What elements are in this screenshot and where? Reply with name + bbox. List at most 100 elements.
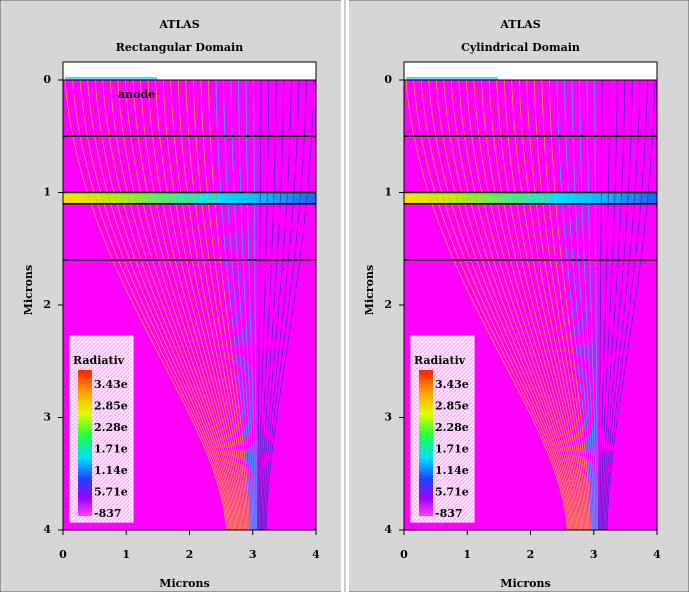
- x-axis-label: Microns: [159, 577, 209, 590]
- legend-label: 2.85e: [435, 400, 469, 413]
- contour-line: [496, 79, 583, 531]
- y-tick-label: 0: [43, 73, 51, 86]
- legend-label: 2.85e: [94, 400, 128, 413]
- contour-line: [72, 79, 229, 531]
- x-tick-label: 1: [122, 548, 130, 561]
- legend-label: 1.71e: [435, 443, 469, 456]
- legend-label: 1.14e: [94, 464, 128, 477]
- contour-line: [265, 79, 315, 531]
- contour-line: [600, 79, 618, 531]
- contour-line: [599, 79, 611, 531]
- contour-line: [132, 79, 238, 531]
- contour-line: [177, 79, 245, 531]
- contour-line: [606, 79, 656, 531]
- contour-line: [253, 79, 257, 531]
- contour-line: [518, 79, 586, 531]
- contour-line: [230, 79, 254, 531]
- x-axis-label: Microns: [500, 577, 550, 590]
- x-tick-label: 4: [653, 548, 661, 561]
- chart-title: ATLAS: [499, 18, 540, 31]
- annotation: anode: [118, 88, 155, 101]
- x-tick-label: 4: [312, 548, 320, 561]
- chart-title: ATLAS: [158, 18, 199, 31]
- y-tick-label: 1: [43, 186, 51, 199]
- contour-line: [264, 79, 307, 531]
- y-tick-label: 2: [384, 298, 392, 311]
- contour-line: [601, 79, 626, 531]
- contour-line: [102, 79, 233, 531]
- y-tick-label: 4: [384, 523, 392, 536]
- contour-line: [481, 79, 580, 531]
- contour-line: [603, 79, 633, 531]
- x-tick-label: 0: [400, 548, 408, 561]
- active-layer: [63, 192, 316, 204]
- y-tick-label: 3: [43, 411, 51, 424]
- contour-line: [541, 79, 590, 531]
- contour-line: [185, 79, 247, 531]
- contour-line: [428, 79, 572, 531]
- contour-line: [208, 79, 250, 531]
- y-axis-label: Microns: [22, 265, 35, 315]
- active-layer: [404, 192, 657, 204]
- legend-label: -837: [94, 507, 122, 520]
- contour-line: [420, 79, 571, 531]
- legend-label: 2.28e: [94, 421, 128, 434]
- contour-line: [245, 79, 256, 531]
- x-tick-label: 2: [186, 548, 194, 561]
- colorbar: [419, 370, 433, 516]
- contour-line: [162, 79, 243, 531]
- contour-line: [413, 79, 570, 531]
- legend-label: 1.71e: [94, 443, 128, 456]
- contour-line: [503, 79, 584, 531]
- chart-subtitle: Rectangular Domain: [116, 41, 243, 54]
- contour-line: [260, 79, 285, 531]
- contour-line: [443, 79, 574, 531]
- x-tick-label: 1: [463, 548, 471, 561]
- contour-line: [533, 79, 589, 531]
- contour-line: [147, 79, 241, 531]
- x-tick-label: 3: [249, 548, 257, 561]
- contour-line: [473, 79, 579, 531]
- legend-title: Radiativ: [73, 354, 125, 367]
- contour-line: [64, 79, 227, 531]
- y-tick-label: 3: [384, 411, 392, 424]
- legend-label: 5.71e: [94, 486, 128, 499]
- contour-line: [549, 79, 591, 531]
- y-tick-label: 2: [43, 298, 51, 311]
- legend-label: 1.14e: [435, 464, 469, 477]
- contour-line: [571, 79, 595, 531]
- contour-line: [257, 79, 262, 531]
- electrode: [406, 77, 498, 80]
- y-axis-label: Microns: [363, 265, 376, 315]
- y-tick-label: 4: [43, 523, 51, 536]
- electrode: [65, 77, 157, 80]
- legend-title: Radiativ: [414, 354, 466, 367]
- contour-line: [579, 79, 596, 531]
- legend-label: 5.71e: [435, 486, 469, 499]
- contour-line: [140, 79, 239, 531]
- x-tick-label: 2: [527, 548, 535, 561]
- contour-line: [94, 79, 232, 531]
- contour-line: [109, 79, 235, 531]
- contour-line: [604, 79, 641, 531]
- contour-line: [117, 79, 236, 531]
- chart-subtitle: Cylindrical Domain: [461, 41, 580, 54]
- contour-line: [259, 79, 277, 531]
- legend-label: 2.28e: [435, 421, 469, 434]
- contour-line: [87, 79, 231, 531]
- contour-line: [450, 79, 576, 531]
- contour-line: [258, 79, 270, 531]
- contour-line: [215, 79, 251, 531]
- contour-line: [594, 79, 598, 531]
- legend-label: -837: [435, 507, 463, 520]
- contour-line: [405, 79, 568, 531]
- legend-label: 3.43e: [435, 378, 469, 391]
- contour-line: [458, 79, 577, 531]
- colorbar: [78, 370, 92, 516]
- contour-line: [79, 79, 230, 531]
- contour-line: [192, 79, 248, 531]
- contour-line: [598, 79, 603, 531]
